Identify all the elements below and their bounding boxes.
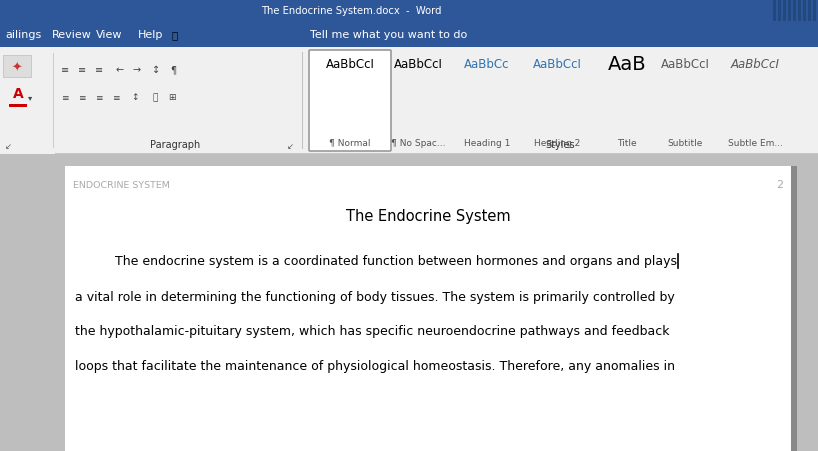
Text: Tell me what you want to do: Tell me what you want to do bbox=[310, 30, 467, 40]
Bar bbox=[0, 48, 818, 155]
Text: ¶: ¶ bbox=[170, 65, 176, 75]
Text: Help: Help bbox=[138, 30, 164, 40]
Text: The Endocrine System.docx  -  Word: The Endocrine System.docx - Word bbox=[262, 6, 442, 16]
Text: 2: 2 bbox=[776, 179, 783, 189]
Text: Title: Title bbox=[618, 138, 636, 147]
Text: AaB: AaB bbox=[608, 55, 646, 74]
Text: Review: Review bbox=[52, 30, 92, 40]
Text: 💡: 💡 bbox=[172, 30, 178, 40]
Text: ⊞: ⊞ bbox=[169, 93, 176, 102]
Text: ↙: ↙ bbox=[5, 142, 11, 151]
Text: loops that facilitate the maintenance of physiological homeostasis. Therefore, a: loops that facilitate the maintenance of… bbox=[75, 360, 675, 373]
Text: Subtitle: Subtitle bbox=[667, 138, 703, 147]
Text: AaBbCcI: AaBbCcI bbox=[661, 57, 709, 70]
Bar bbox=[65, 166, 791, 451]
Text: AaBbCcI: AaBbCcI bbox=[533, 57, 582, 70]
Text: AaBbCc: AaBbCc bbox=[465, 57, 510, 70]
Text: Subtle Em...: Subtle Em... bbox=[727, 138, 783, 147]
Bar bbox=[0, 22, 818, 48]
Text: The Endocrine System: The Endocrine System bbox=[346, 209, 510, 224]
Text: ←: ← bbox=[116, 65, 124, 75]
Text: ENDOCRINE SYSTEM: ENDOCRINE SYSTEM bbox=[73, 180, 170, 189]
Text: Paragraph: Paragraph bbox=[150, 140, 200, 150]
Bar bbox=[798, 0, 801, 22]
Text: AaBbCcI: AaBbCcI bbox=[393, 57, 443, 70]
Text: ↙: ↙ bbox=[286, 142, 294, 151]
Bar bbox=[813, 0, 816, 22]
Text: The endocrine system is a coordinated function between hormones and organs and p: The endocrine system is a coordinated fu… bbox=[115, 255, 677, 268]
Bar bbox=[803, 0, 806, 22]
Text: View: View bbox=[96, 30, 123, 40]
Text: ¶ No Spac...: ¶ No Spac... bbox=[391, 138, 445, 147]
Text: ≡: ≡ bbox=[95, 65, 103, 75]
Text: 🎨: 🎨 bbox=[152, 93, 158, 102]
Text: ≡: ≡ bbox=[61, 65, 69, 75]
Text: ↕: ↕ bbox=[131, 93, 139, 102]
Text: ≡: ≡ bbox=[79, 93, 86, 102]
Text: ✦: ✦ bbox=[11, 61, 22, 74]
Text: ≡: ≡ bbox=[95, 93, 103, 102]
Text: A: A bbox=[12, 87, 24, 101]
Bar bbox=[773, 0, 775, 22]
Bar bbox=[0, 155, 818, 451]
Bar bbox=[53, 54, 54, 149]
Text: ≡: ≡ bbox=[61, 93, 69, 102]
Text: ▾: ▾ bbox=[28, 93, 32, 102]
Bar bbox=[0, 154, 818, 155]
Bar bbox=[0, 48, 55, 155]
Bar bbox=[3, 56, 31, 78]
FancyBboxPatch shape bbox=[309, 51, 391, 152]
Text: Heading 1: Heading 1 bbox=[464, 138, 510, 147]
Text: ailings: ailings bbox=[5, 30, 41, 40]
Text: Heading 2: Heading 2 bbox=[534, 138, 580, 147]
Bar bbox=[9, 105, 27, 108]
Text: AaBbCcI: AaBbCcI bbox=[730, 57, 780, 70]
Bar bbox=[793, 0, 795, 22]
Bar bbox=[783, 0, 785, 22]
Bar bbox=[808, 0, 811, 22]
Text: the hypothalamic-pituitary system, which has specific neuroendocrine pathways an: the hypothalamic-pituitary system, which… bbox=[75, 325, 669, 338]
Text: ¶ Normal: ¶ Normal bbox=[330, 138, 371, 147]
Bar bbox=[68, 166, 797, 451]
Bar bbox=[778, 0, 780, 22]
Text: →: → bbox=[133, 65, 141, 75]
Bar bbox=[788, 0, 790, 22]
Text: ≡: ≡ bbox=[112, 93, 119, 102]
Text: Styles: Styles bbox=[545, 140, 575, 150]
Bar bbox=[0, 0, 818, 22]
Text: AaBbCcI: AaBbCcI bbox=[326, 57, 375, 70]
Bar bbox=[302, 53, 303, 150]
Text: a vital role in determining the functioning of body tissues. The system is prima: a vital role in determining the function… bbox=[75, 290, 675, 303]
Text: ↕: ↕ bbox=[152, 65, 160, 75]
Text: ≡: ≡ bbox=[78, 65, 86, 75]
